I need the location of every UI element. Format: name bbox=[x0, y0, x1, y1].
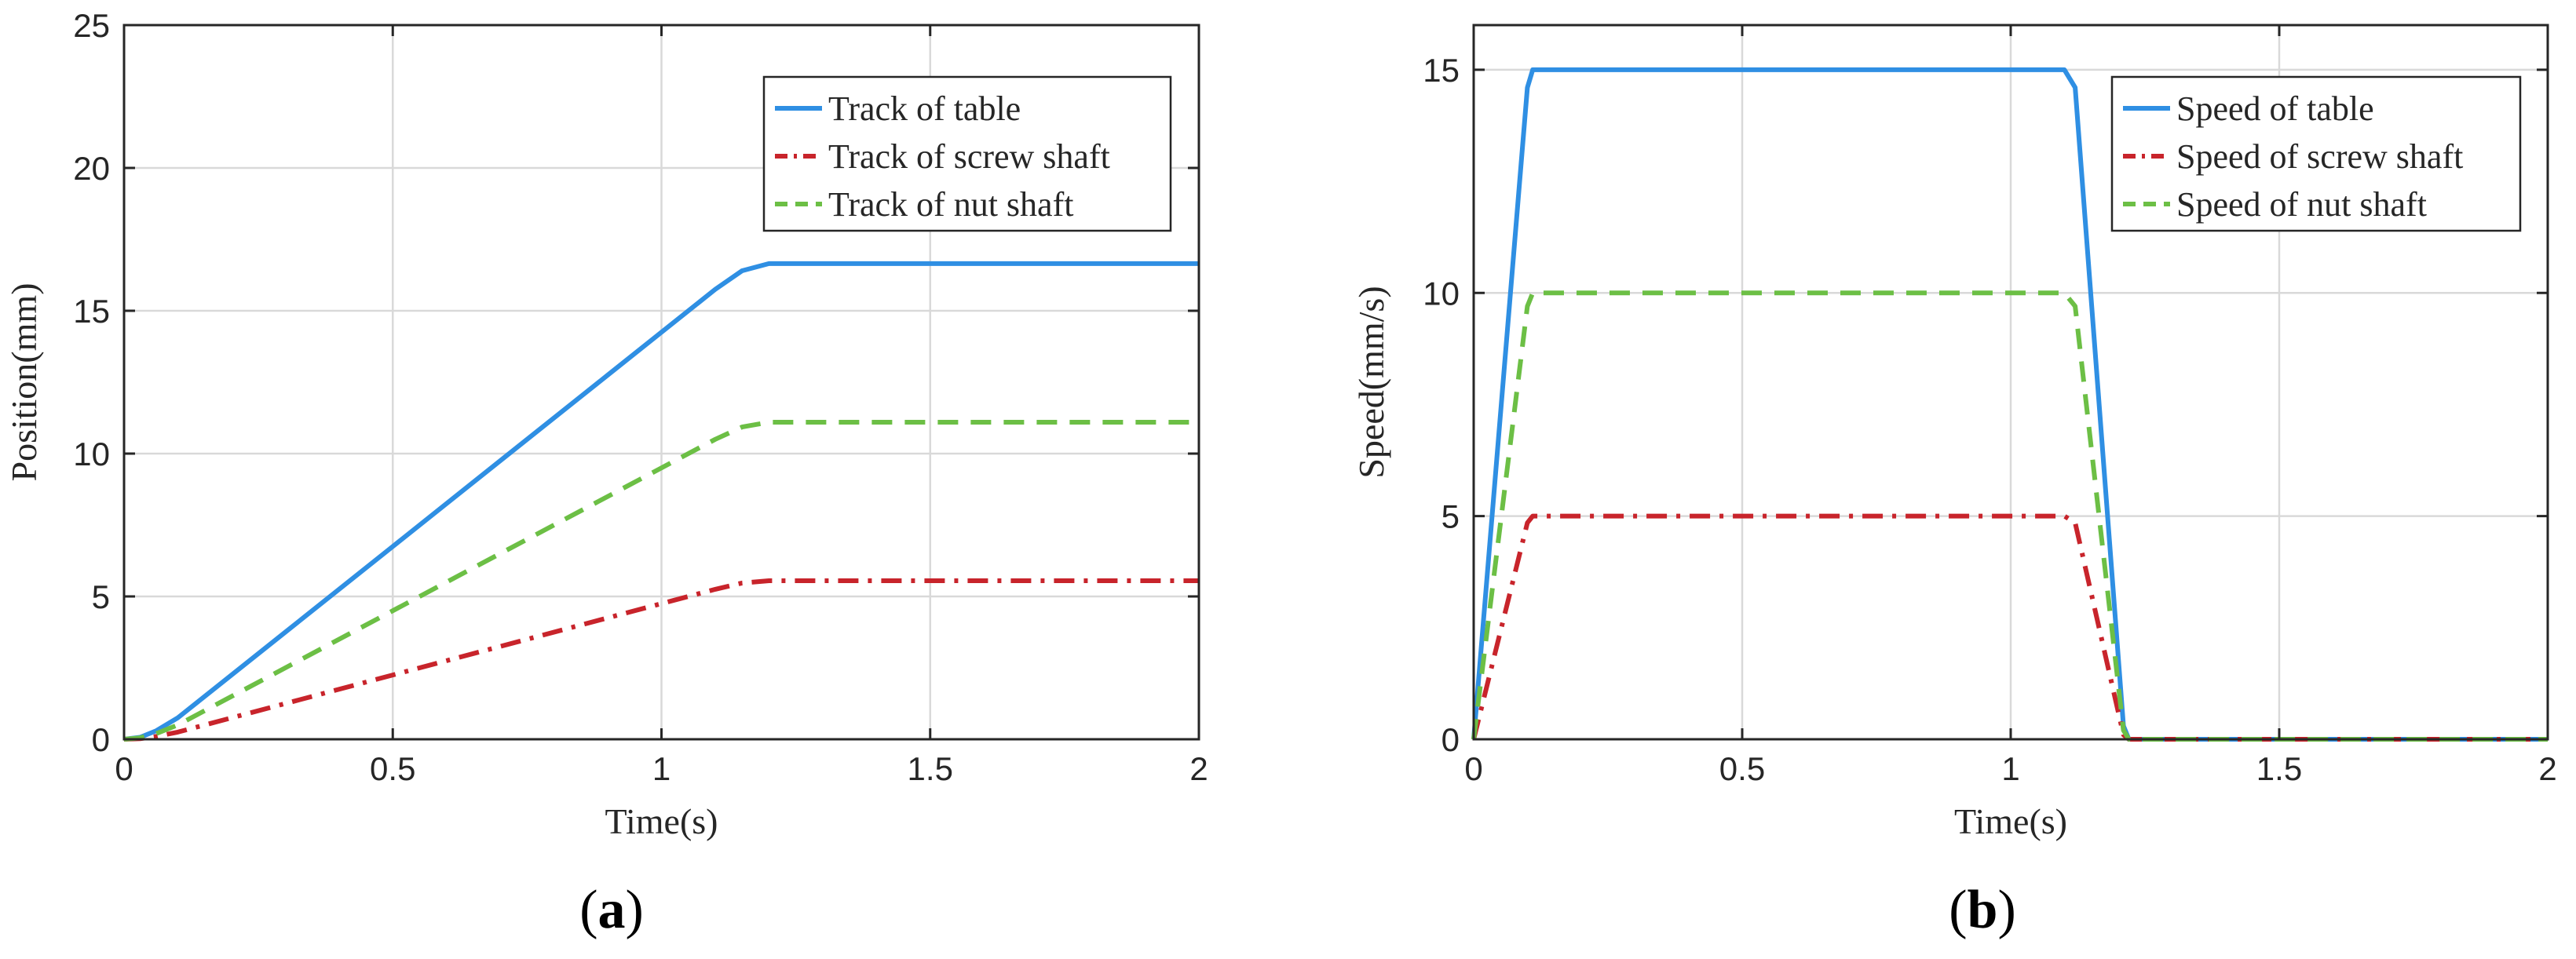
panel-b-panel-label: (b) bbox=[1949, 880, 2016, 940]
panel-a-y-tick-label: 15 bbox=[73, 293, 110, 330]
panel-a-x-axis-label: Time(s) bbox=[605, 801, 718, 841]
panel-a-y-axis-label: Position(mm) bbox=[4, 283, 44, 481]
panel-b-x-tick-label: 0 bbox=[1464, 750, 1482, 787]
panel-b-x-tick-label: 1 bbox=[2001, 750, 2019, 787]
panel-a-legend-label-2: Track of screw shaft bbox=[828, 137, 1110, 176]
chart-panel-a: 0 0.5 1 1.5 20510152025Time(s)Position(mm)Tr… bbox=[4, 7, 1208, 940]
panel-b-y-tick-label: 5 bbox=[1441, 498, 1460, 535]
panel-b-y-axis-label: Speed(mm/s) bbox=[1351, 286, 1391, 478]
panel-a-legend-label-1: Track of table bbox=[828, 89, 1021, 128]
panel-a-legend-label-3: Track of nut shaft bbox=[828, 185, 1073, 224]
panel-b-legend-label-3: Speed of nut shaft bbox=[2176, 185, 2427, 224]
panel-b-x-tick-label: 2 bbox=[2538, 750, 2556, 787]
chart-panel-b: 0 0.5 1 1.5 2 0 5 10 15 Time(s) Speed(mm/s) Speed o… bbox=[1351, 24, 2557, 940]
panel-b-legend-label-2: Speed of screw shaft bbox=[2176, 137, 2463, 176]
panel-a-panel-label: (a) bbox=[579, 880, 644, 940]
panel-a-x-tick-label: 0.5 bbox=[370, 750, 415, 787]
panel-b-x-axis-label: Time(s) bbox=[1954, 801, 2067, 841]
panel-a-legend: Track of table Track of screw shaft Track … bbox=[762, 75, 1172, 232]
panel-a-series-line-2 bbox=[123, 578, 1199, 742]
panel-a-legend-box bbox=[762, 75, 1172, 232]
panel-b-y-tick-label: 0 bbox=[1441, 721, 1460, 758]
panel-a-y-tick-label: 25 bbox=[73, 7, 110, 44]
panel-a-y-tick-label: 20 bbox=[73, 150, 110, 187]
panel-a-x-tick-label: 1.5 bbox=[908, 750, 953, 787]
panel-b-x-tick-label: 0.5 bbox=[1719, 750, 1765, 787]
panel-a-x-tick-label: 1 bbox=[652, 750, 670, 787]
panel-b-series-line-3 bbox=[1471, 290, 2548, 742]
panel-b-x-tick-label: 1.5 bbox=[2256, 750, 2302, 787]
panel-a-y-tick-label: 5 bbox=[92, 578, 110, 615]
panel-a-x-tick-label: 2 bbox=[1189, 750, 1208, 787]
panel-a-series-group bbox=[123, 261, 1199, 742]
panel-b-y-tick-label: 10 bbox=[1423, 275, 1460, 312]
panel-a-series-line-1 bbox=[123, 261, 1199, 742]
panel-a-y-tick-label: 0 bbox=[92, 721, 110, 758]
panel-b-legend-label-1: Speed of table bbox=[2176, 89, 2374, 128]
panel-a-y-tick-label: 10 bbox=[73, 436, 110, 472]
panel-b-y-tick-label: 15 bbox=[1423, 52, 1460, 89]
panel-b-legend-box bbox=[2110, 75, 2522, 232]
panel-a-x-tick-label: 0 bbox=[115, 750, 133, 787]
panel-b-legend: Speed of table Speed of screw shaft Speed … bbox=[2110, 75, 2522, 232]
